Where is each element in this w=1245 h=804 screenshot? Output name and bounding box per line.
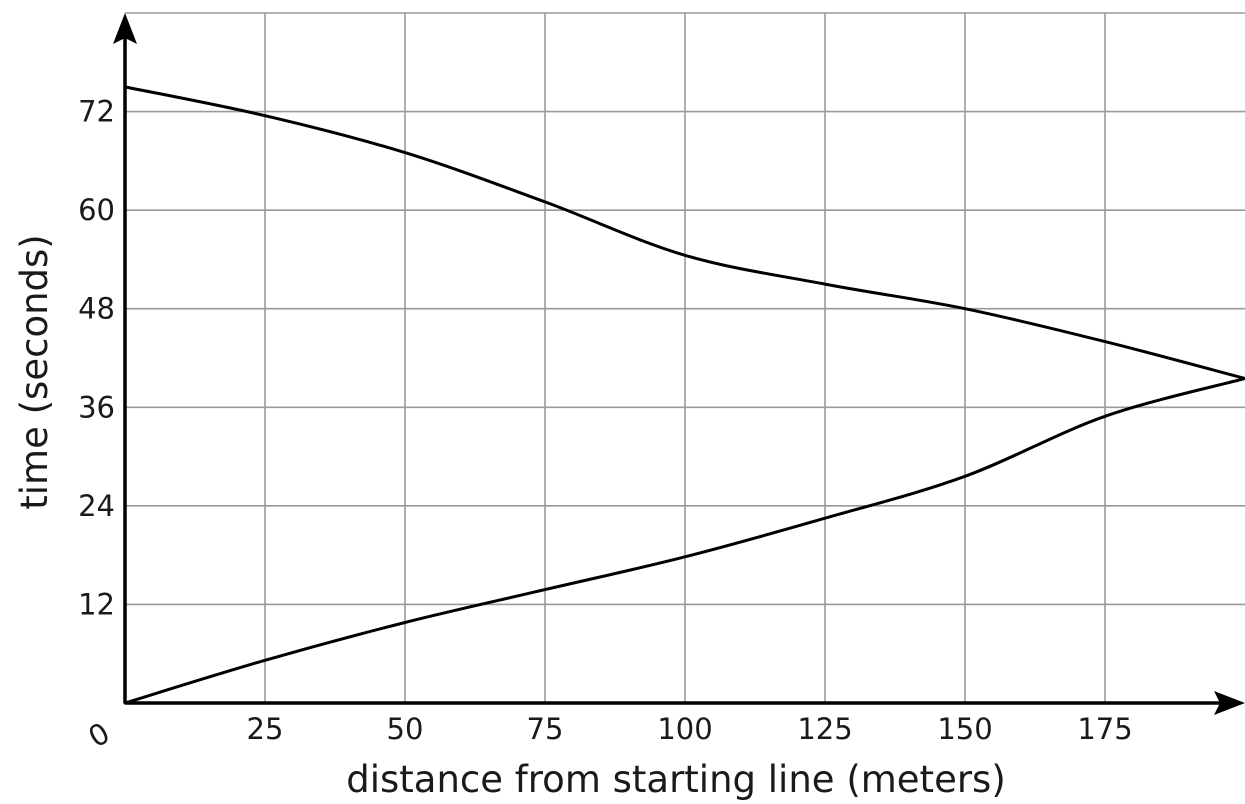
x-axis-title: distance from starting line (meters) [346,758,1006,801]
x-tick-label: 25 [247,712,284,746]
y-axis-arrow-icon [113,13,137,44]
x-tick-label: 150 [937,712,992,746]
series-group [123,85,1245,705]
y-tick-label: 48 [78,292,115,326]
x-tick-label: 125 [797,712,852,746]
tick-labels: 25 50 75 100 125 150 175 12 24 36 48 60 72 [78,95,1133,746]
axes [113,13,1245,715]
y-tick-label: 72 [78,95,115,129]
x-tick-label: 50 [387,712,424,746]
x-axis-arrow-icon [1214,691,1245,715]
y-tick-label: 24 [78,489,115,523]
x-tick-label: 175 [1077,712,1132,746]
origin-label: 0 [83,716,116,755]
x-tick-label: 75 [527,712,564,746]
y-axis-title: time (seconds) [13,234,56,509]
y-tick-label: 60 [78,193,115,227]
y-tick-label: 36 [78,390,115,424]
grid [125,12,1245,703]
series-line-1 [123,85,1245,380]
y-tick-label: 12 [78,587,115,621]
x-tick-label: 100 [657,712,712,746]
series-line-2 [123,377,1245,705]
